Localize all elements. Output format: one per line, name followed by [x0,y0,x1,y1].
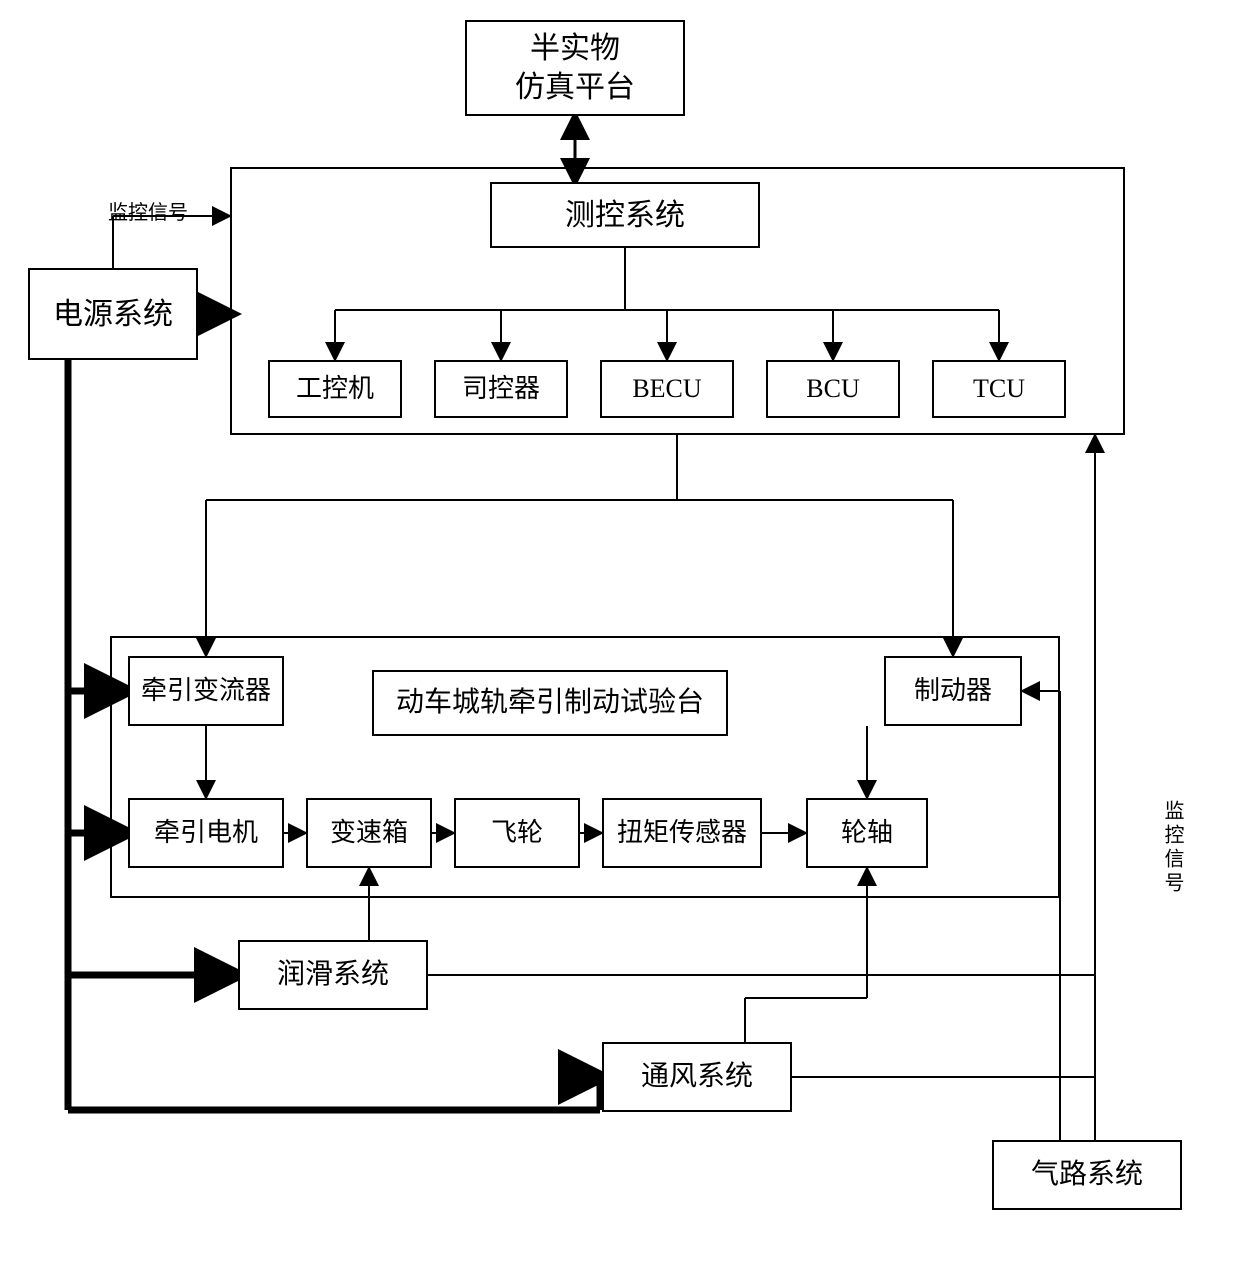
node-gearbox: 变速箱 [306,798,432,868]
node-label: 扭矩传感器 [617,816,747,850]
node-tcu: TCU [932,360,1066,418]
label-text: 监控信号 [108,202,188,224]
node-converter: 牵引变流器 [128,656,284,726]
node-label: 通风系统 [641,1059,753,1095]
node-control-system: 测控系统 [490,182,760,248]
diagram-canvas: 半实物仿真平台 电源系统 测控系统 工控机 司控器 BECU BCU TCU 动… [0,0,1240,1262]
node-brake: 制动器 [884,656,1022,726]
node-label: 飞轮 [491,816,543,850]
node-label: 测控系统 [565,196,685,235]
node-controller: 司控器 [434,360,568,418]
node-label: 半实物仿真平台 [515,29,635,107]
node-axle: 轮轴 [806,798,928,868]
label-monitor-left: 监控信号 [108,196,188,225]
node-becu: BECU [600,360,734,418]
node-label: 牵引电机 [154,816,258,850]
node-label: 动车城轨牵引制动试验台 [396,685,704,721]
node-label: 电源系统 [53,295,173,334]
node-ventilation: 通风系统 [602,1042,792,1112]
node-lubrication: 润滑系统 [238,940,428,1010]
node-ipc: 工控机 [268,360,402,418]
node-flywheel: 飞轮 [454,798,580,868]
node-label: 牵引变流器 [141,674,271,708]
node-label: 变速箱 [330,816,408,850]
node-label: TCU [973,372,1025,406]
node-torque: 扭矩传感器 [602,798,762,868]
label-monitor-right: 监控信号 [1158,800,1187,896]
node-testbed-title: 动车城轨牵引制动试验台 [372,670,728,736]
node-bcu: BCU [766,360,900,418]
node-label: 工控机 [296,372,374,406]
node-motor: 牵引电机 [128,798,284,868]
node-pneumatic: 气路系统 [992,1140,1182,1210]
node-label: BECU [632,372,701,406]
node-label: 制动器 [914,674,992,708]
node-label: 润滑系统 [277,957,389,993]
node-sim-platform: 半实物仿真平台 [465,20,685,116]
node-label: 轮轴 [841,816,893,850]
label-text: 监控信号 [1161,800,1183,896]
node-label: BCU [806,372,859,406]
node-power-system: 电源系统 [28,268,198,360]
node-label: 气路系统 [1031,1157,1143,1193]
node-label: 司控器 [462,372,540,406]
